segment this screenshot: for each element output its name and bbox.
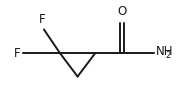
Text: NH: NH bbox=[156, 45, 173, 58]
Text: 2: 2 bbox=[166, 51, 171, 60]
Text: F: F bbox=[14, 47, 21, 60]
Text: F: F bbox=[39, 13, 46, 26]
Text: O: O bbox=[117, 5, 127, 18]
